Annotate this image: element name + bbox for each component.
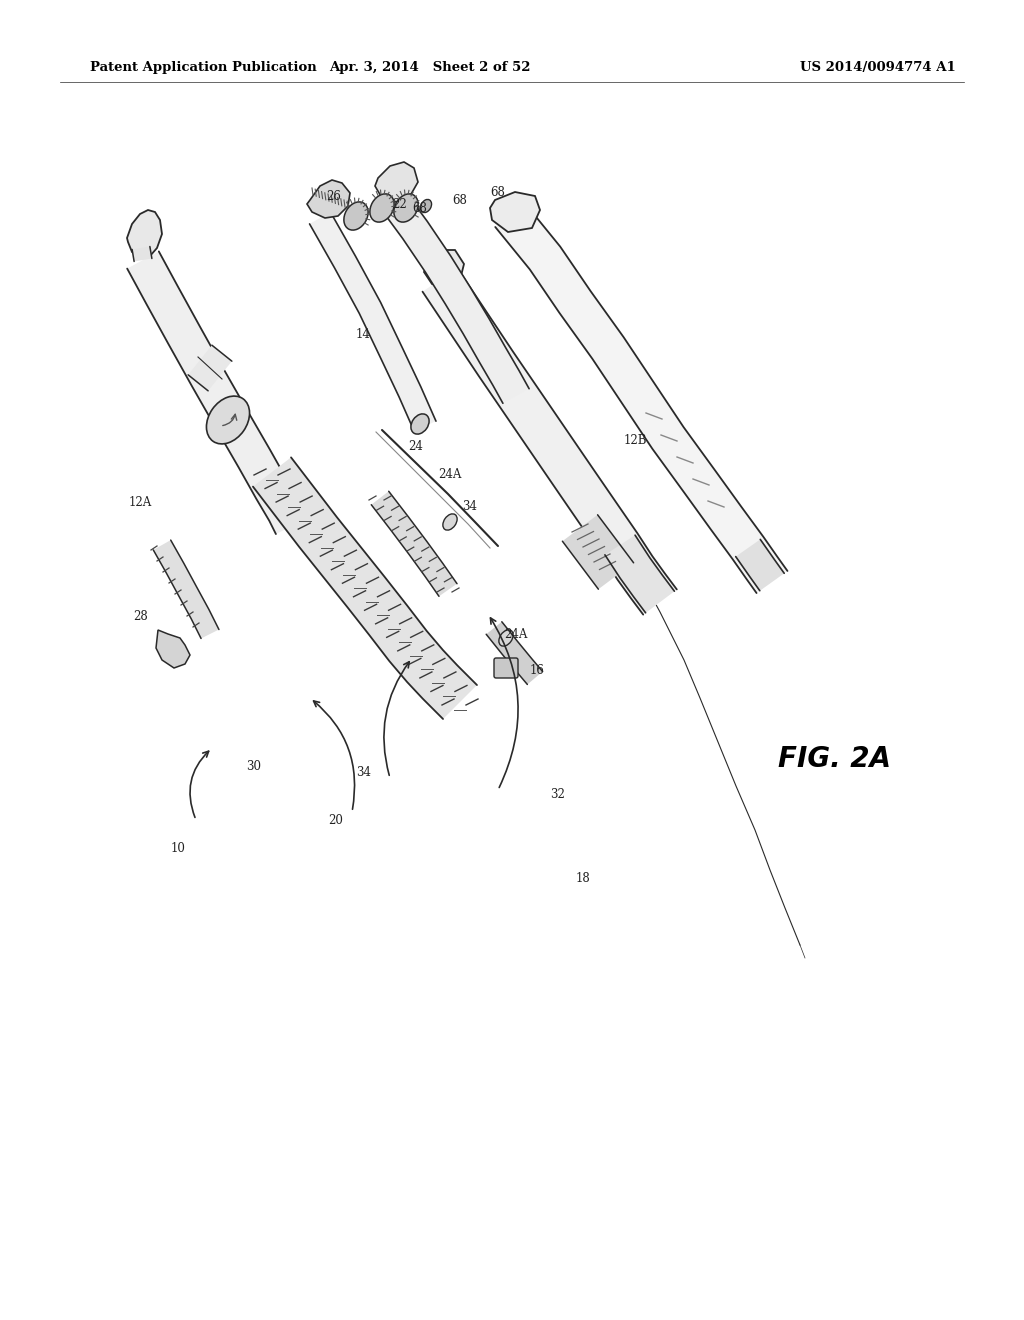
Polygon shape [154,540,219,639]
Text: 18: 18 [575,871,591,884]
Polygon shape [424,249,464,288]
Ellipse shape [442,513,457,531]
Ellipse shape [344,202,368,230]
Polygon shape [490,191,540,232]
Text: 34: 34 [356,767,371,780]
Polygon shape [253,458,477,719]
Text: 68: 68 [412,202,427,214]
Text: 10: 10 [171,842,185,854]
Polygon shape [307,180,350,218]
Polygon shape [372,491,457,597]
Text: 14: 14 [356,329,371,342]
Polygon shape [375,162,418,202]
Text: FIG. 2A: FIG. 2A [778,744,891,774]
Ellipse shape [421,199,431,213]
Text: 30: 30 [246,759,261,772]
Ellipse shape [207,396,250,444]
FancyBboxPatch shape [494,657,518,678]
Text: 26: 26 [326,190,341,202]
Text: 24A: 24A [504,627,527,640]
Text: 16: 16 [530,664,545,676]
Polygon shape [486,622,543,685]
Polygon shape [562,515,634,589]
Text: 68: 68 [452,194,467,206]
Polygon shape [309,213,436,430]
Text: Patent Application Publication: Patent Application Publication [90,62,316,74]
Polygon shape [127,210,162,257]
Polygon shape [132,247,152,261]
Ellipse shape [370,194,394,222]
Ellipse shape [394,194,418,222]
Text: 68: 68 [490,186,505,198]
Text: 28: 28 [133,610,148,623]
Text: 24: 24 [408,440,423,453]
Polygon shape [188,345,231,391]
Ellipse shape [499,630,513,645]
Text: US 2014/0094774 A1: US 2014/0094774 A1 [800,62,955,74]
Polygon shape [496,203,787,593]
Ellipse shape [411,414,429,434]
Polygon shape [735,540,784,591]
Text: 20: 20 [329,813,343,826]
Text: 22: 22 [392,198,407,210]
Polygon shape [423,268,677,615]
Polygon shape [378,187,529,404]
Text: 12B: 12B [624,433,647,446]
Polygon shape [605,535,675,612]
Text: Apr. 3, 2014   Sheet 2 of 52: Apr. 3, 2014 Sheet 2 of 52 [330,62,530,74]
Text: 12A: 12A [129,495,152,508]
Text: 24A: 24A [438,467,462,480]
Text: 32: 32 [550,788,565,801]
Polygon shape [127,251,308,535]
Text: 34: 34 [462,499,477,512]
Polygon shape [156,630,190,668]
